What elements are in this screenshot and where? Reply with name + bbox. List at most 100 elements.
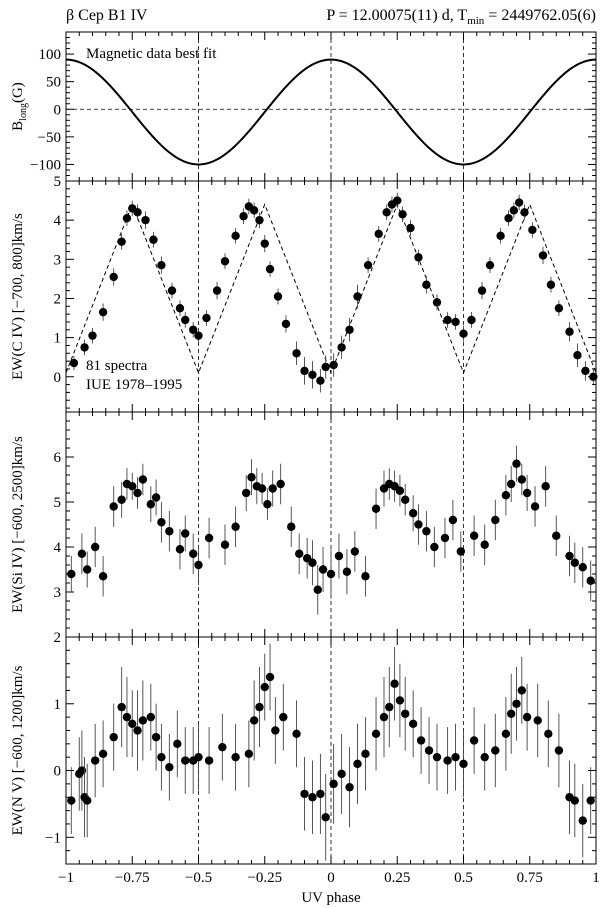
data-point [414, 520, 423, 529]
data-point [151, 732, 161, 742]
data-point [146, 712, 155, 722]
data-point [517, 475, 526, 484]
data-point [181, 315, 190, 325]
data-point [353, 759, 362, 769]
data-point [300, 789, 309, 799]
data-point [204, 533, 214, 543]
data-point [90, 756, 100, 765]
data-point [586, 796, 595, 805]
data-point [244, 749, 254, 759]
data-point [401, 495, 410, 504]
data-point [122, 712, 132, 722]
data-point [231, 522, 240, 531]
panel-annotation: IUE 1978–1995 [86, 377, 182, 393]
data-point [146, 500, 155, 509]
fit-curve [65, 203, 597, 375]
y-tick-label: 0 [54, 764, 62, 780]
data-point [80, 343, 89, 352]
data-point [448, 515, 458, 525]
data-point [271, 726, 280, 735]
data-point [480, 752, 489, 762]
y-tick-label: 100 [39, 47, 62, 63]
data-point [260, 239, 269, 248]
data-point [408, 719, 418, 728]
data-point [77, 766, 87, 775]
data-point [554, 304, 564, 313]
data-point [507, 479, 516, 489]
data-point [220, 540, 230, 549]
data-point [467, 315, 476, 325]
data-point [265, 672, 275, 682]
data-point [528, 225, 537, 235]
data-point [295, 549, 304, 558]
data-point [308, 558, 317, 567]
data-point [416, 736, 426, 745]
data-point [181, 529, 190, 538]
data-point [326, 569, 336, 579]
data-point [432, 752, 442, 762]
y-tick-label: −100 [30, 157, 61, 173]
data-point [151, 493, 161, 502]
data-point [83, 565, 92, 574]
data-point [268, 484, 277, 493]
data-point [578, 816, 587, 825]
data-point [204, 756, 214, 765]
data-point [541, 482, 550, 491]
data-point [194, 560, 203, 570]
data-point [586, 576, 595, 585]
panel-4: −1 0 1 2 EW(N V) [−600, 1200]km/s [10, 630, 597, 865]
data-point [504, 213, 513, 223]
data-point [538, 251, 548, 260]
data-point [329, 360, 338, 370]
data-point [395, 486, 405, 495]
data-point [522, 712, 532, 722]
data-point [138, 475, 148, 484]
data-point [167, 286, 177, 295]
data-point [401, 709, 410, 718]
data-point [133, 208, 142, 217]
panel-1: 100 50 0 −50 −100 Blong(G) Magnetic data best … [10, 31, 597, 182]
data-point [581, 366, 590, 376]
data-point [395, 696, 405, 705]
data-point [570, 796, 579, 805]
data-point [165, 762, 174, 772]
data-point [350, 547, 360, 556]
data-point [589, 372, 598, 381]
y-axis-label: EW(C IV) [−700, 800]km/s [10, 213, 26, 380]
data-point [149, 235, 158, 244]
data-point [321, 813, 330, 822]
data-point [308, 370, 317, 380]
star-header: β Cep B1 IV [66, 7, 148, 24]
data-point [173, 739, 182, 749]
data-point [98, 307, 108, 317]
data-point [491, 515, 500, 525]
data-point [393, 196, 402, 205]
data-point [345, 783, 354, 792]
data-point [138, 716, 148, 725]
data-point [398, 210, 407, 219]
data-point [363, 260, 373, 270]
data-point [88, 331, 97, 340]
data-point [390, 679, 399, 688]
data-point [157, 752, 166, 762]
data-point [565, 551, 574, 561]
data-point [361, 572, 370, 581]
data-point [573, 351, 582, 360]
data-point [501, 491, 511, 500]
data-point [480, 540, 489, 549]
data-point [165, 527, 174, 536]
data-point [98, 749, 108, 759]
data-point [212, 286, 222, 295]
data-point [220, 257, 230, 266]
y-tick-label: 1 [54, 697, 62, 713]
data-point [292, 729, 301, 739]
data-point [308, 793, 317, 802]
x-tick-label: 0 [327, 870, 335, 886]
data-point [501, 729, 511, 739]
data-point [517, 686, 526, 695]
data-point [265, 264, 275, 274]
data-point [469, 736, 479, 745]
data-point [109, 502, 118, 511]
data-point [287, 522, 296, 531]
data-point [554, 746, 564, 755]
